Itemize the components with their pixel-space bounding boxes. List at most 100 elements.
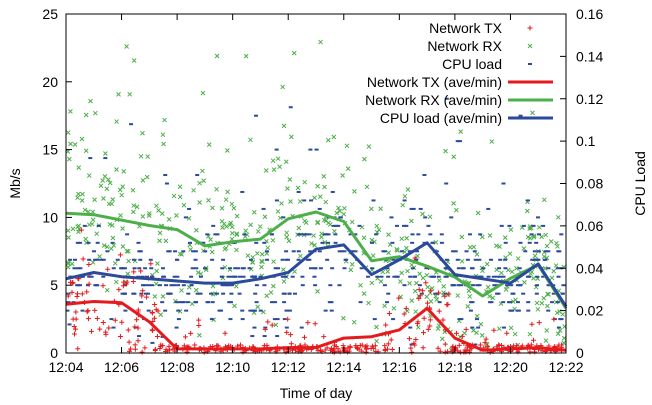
network-rx-point [539, 300, 545, 306]
network-tx-point [425, 326, 431, 332]
network-rx-point [512, 331, 518, 337]
network-rx-point [191, 187, 196, 193]
network-rx-point [110, 235, 116, 241]
network-rx-point [361, 235, 367, 241]
network-tx-point [222, 330, 228, 336]
network-tx-point [192, 342, 198, 348]
network-rx-point [534, 300, 540, 306]
network-rx-point [459, 234, 465, 240]
network-rx-point [295, 185, 301, 191]
network-tx-point [436, 290, 442, 296]
network-rx-point [402, 193, 408, 199]
x-tick-label: 12:16 [382, 359, 417, 375]
network-rx-point [68, 109, 73, 114]
network-rx-point [157, 238, 162, 244]
network-rx-point [508, 325, 514, 331]
network-tx-point [215, 343, 221, 349]
network-rx-point [385, 269, 391, 274]
network-rx-point [83, 148, 89, 154]
network-rx-point [302, 179, 308, 185]
network-rx-point [281, 123, 287, 129]
network-rx-point [66, 156, 72, 162]
network-rx-point [210, 205, 215, 211]
network-rx-point [358, 282, 363, 288]
network-rx-point [166, 217, 172, 222]
network-rx-point [427, 214, 433, 220]
y2-tick-label: 0.04 [576, 260, 603, 276]
network-rx-point [245, 253, 251, 259]
network-rx-point [181, 202, 187, 208]
network-tx-point [442, 349, 448, 355]
network-tx-point [385, 341, 391, 347]
network-tx-point [84, 289, 90, 295]
network-rx-point [157, 230, 163, 236]
network-tx-point [436, 308, 442, 314]
network-tx-point [415, 321, 421, 327]
network-rx-point [439, 336, 445, 342]
network-rx-point [263, 168, 269, 173]
network-rx-point [120, 184, 126, 189]
network-rx-point [404, 245, 409, 251]
network-tx-point [396, 295, 402, 301]
network-rx-point [277, 164, 282, 170]
network-tx-point [73, 309, 79, 315]
x-tick-label: 12:10 [215, 359, 250, 375]
network-tx-point [321, 334, 327, 340]
network-rx-point [369, 237, 375, 243]
network-rx-point [288, 199, 293, 204]
network-rx-point [487, 233, 493, 238]
network-rx-point [364, 184, 370, 190]
network-rx-point [279, 201, 284, 206]
network-rx-point [494, 243, 499, 249]
network-rx-point [522, 280, 527, 285]
network-rx-point [159, 211, 165, 217]
network-rx-point [514, 266, 519, 271]
network-rx-point [68, 141, 73, 147]
network-rx-point [255, 304, 261, 310]
network-rx-point [541, 197, 547, 203]
network-rx-point [69, 261, 75, 267]
network-tx-point [446, 291, 452, 297]
network-rx-point [80, 191, 85, 197]
network-tx-point [353, 344, 359, 350]
cpu-load-average-line [65, 241, 568, 308]
x-axis-title: Time of day [280, 385, 353, 401]
network-rx-point [544, 243, 550, 249]
network-rx-point [474, 251, 480, 257]
network-tx-point [483, 336, 489, 342]
network-tx-point [283, 349, 289, 355]
network-rx-point [163, 238, 169, 244]
network-rx-point [545, 303, 550, 309]
network-tx-point [389, 346, 395, 352]
network-rx-point [553, 263, 559, 268]
network-rx-point [234, 232, 240, 238]
network-rx-point [124, 248, 130, 254]
network-rx-point [127, 91, 133, 97]
network-rx-point [251, 209, 257, 215]
network-rx-point [465, 303, 471, 309]
network-tx-point [196, 323, 202, 329]
network-rx-point [312, 195, 317, 201]
network-rx-point [541, 295, 547, 301]
network-rx-point [342, 205, 347, 211]
network-rx-point [65, 260, 71, 266]
network-rx-point [131, 58, 137, 63]
network-rx-point [467, 245, 473, 250]
network-rx-point [502, 235, 508, 240]
network-rx-point [397, 279, 403, 284]
network-rx-point [412, 288, 418, 294]
network-rx-point [513, 297, 518, 303]
network-tx-point [491, 327, 497, 333]
network-tx-point [151, 315, 157, 321]
network-rx-point [112, 260, 118, 266]
x-tick-label: 12:12 [271, 359, 306, 375]
network-rx-point [200, 90, 206, 96]
network-tx-point [92, 307, 98, 313]
network-rx-point [369, 206, 374, 212]
network-rx-point [271, 283, 276, 289]
network-tx-point [532, 349, 538, 355]
network-tx-point [79, 291, 85, 297]
network-rx-point [361, 291, 367, 296]
network-tx-point [142, 345, 148, 351]
